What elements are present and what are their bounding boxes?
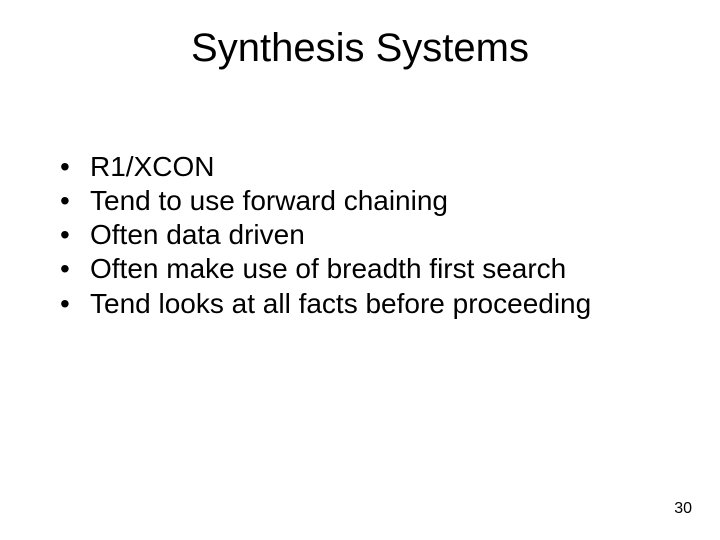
slide-body: R1/XCON Tend to use forward chaining Oft… xyxy=(54,150,666,321)
page-number: 30 xyxy=(674,500,692,518)
slide-title: Synthesis Systems xyxy=(0,26,720,71)
bullet-list: R1/XCON Tend to use forward chaining Oft… xyxy=(54,150,666,321)
list-item: Tend looks at all facts before proceedin… xyxy=(54,287,666,321)
list-item: Often data driven xyxy=(54,218,666,252)
list-item: Tend to use forward chaining xyxy=(54,184,666,218)
list-item: R1/XCON xyxy=(54,150,666,184)
slide: Synthesis Systems R1/XCON Tend to use fo… xyxy=(0,0,720,540)
list-item: Often make use of breadth first search xyxy=(54,252,666,286)
